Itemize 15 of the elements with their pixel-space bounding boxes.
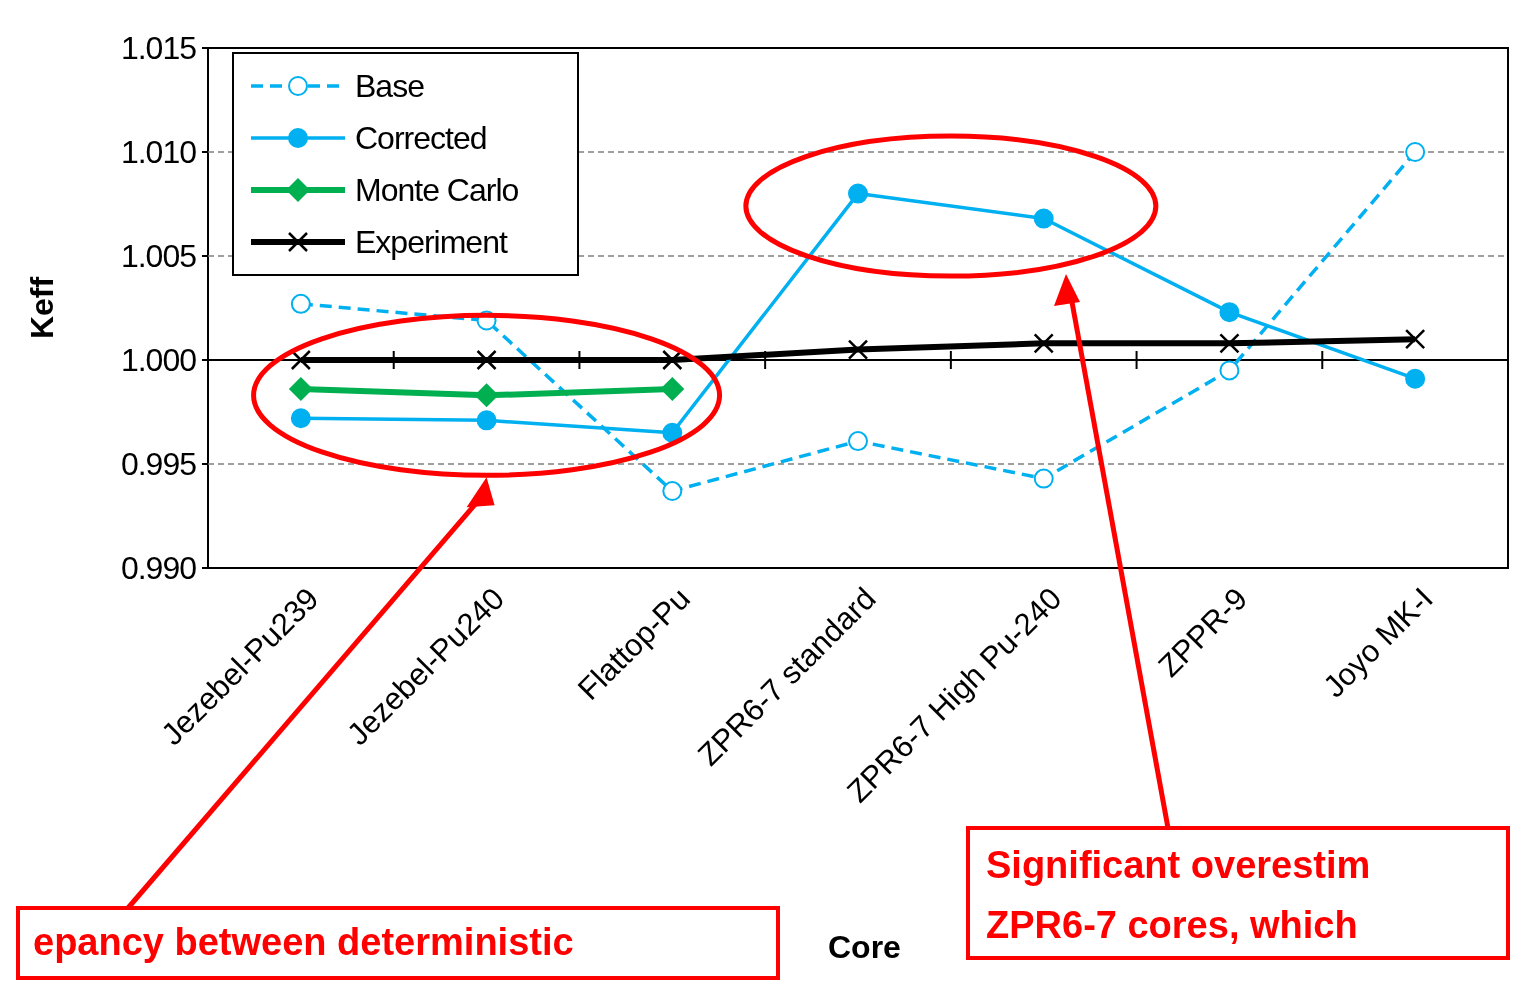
y-tick-label: 1.000 <box>120 342 197 379</box>
y-tick-label: 1.015 <box>120 30 197 67</box>
y-tick-label: 0.995 <box>120 446 197 483</box>
y-tick-label: 1.010 <box>120 134 197 171</box>
text: epancy between deterministic <box>33 921 574 963</box>
legend-label: Corrected <box>355 120 487 157</box>
legend-label: Experiment <box>355 224 508 261</box>
y-tick-label: 0.990 <box>120 550 197 587</box>
legend-label: Monte Carlo <box>355 172 519 209</box>
text: Significant overestim <box>986 844 1371 886</box>
text: ZPR6-7 cores, which <box>986 904 1358 946</box>
y-axis-title: Keff <box>24 276 60 340</box>
x-axis-title: Core <box>828 929 901 965</box>
legend-label: Base <box>355 68 425 105</box>
y-tick-label: 1.005 <box>120 238 197 275</box>
